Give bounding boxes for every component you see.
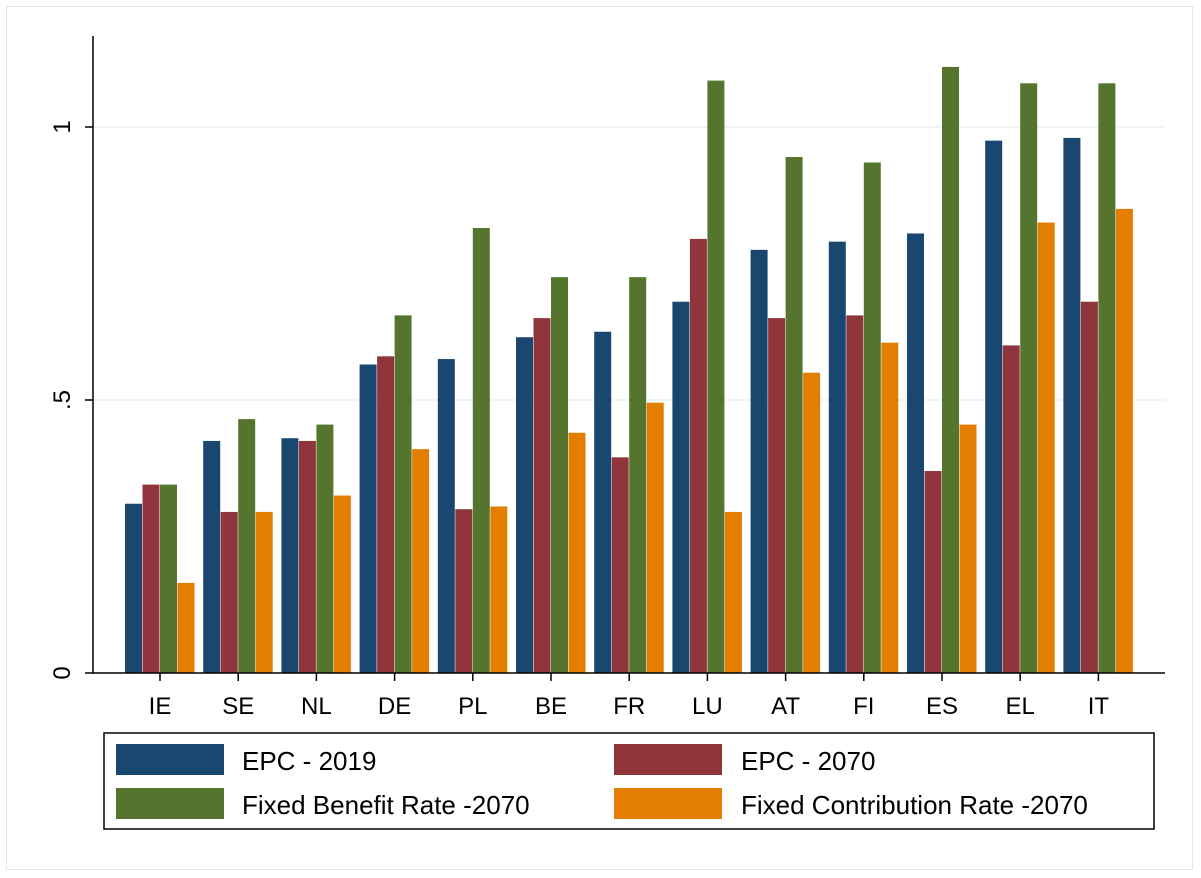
bar-SE-3 xyxy=(255,511,273,673)
bar-IT-1 xyxy=(1080,301,1098,673)
bar-NL-3 xyxy=(333,495,351,673)
bar-FI-0 xyxy=(828,241,846,673)
legend-swatch-2 xyxy=(116,788,224,819)
x-tick-label-ES: ES xyxy=(926,693,958,720)
bar-NL-1 xyxy=(298,440,316,673)
x-tick-label-EL: EL xyxy=(1006,693,1035,720)
bar-ES-3 xyxy=(959,424,977,673)
bar-AT-3 xyxy=(803,372,821,673)
bar-LU-3 xyxy=(724,511,742,673)
bar-AT-1 xyxy=(768,318,786,673)
x-tick-label-PL: PL xyxy=(458,693,487,720)
legend-label-2: Fixed Benefit Rate -2070 xyxy=(242,790,530,820)
bar-NL-2 xyxy=(316,424,334,673)
x-tick-label-BE: BE xyxy=(535,693,567,720)
bar-PL-3 xyxy=(490,506,508,673)
bar-PL-2 xyxy=(472,228,490,673)
bar-ES-1 xyxy=(924,470,942,673)
bar-FR-1 xyxy=(611,457,629,673)
x-tick-label-IE: IE xyxy=(149,693,172,720)
bar-FI-1 xyxy=(846,315,864,673)
y-tick-label: 1 xyxy=(49,120,76,133)
bar-EL-2 xyxy=(1020,83,1038,673)
bar-FR-3 xyxy=(646,402,664,673)
legend-label-3: Fixed Contribution Rate -2070 xyxy=(741,790,1088,820)
bar-EL-3 xyxy=(1037,222,1055,674)
x-tick-label-NL: NL xyxy=(301,693,332,720)
legend-swatch-3 xyxy=(614,788,722,819)
bar-EL-1 xyxy=(1002,345,1020,673)
y-ticks: 0.51 xyxy=(49,120,93,680)
bar-AT-0 xyxy=(750,249,768,673)
bar-ES-0 xyxy=(907,233,924,673)
x-tick-label-IT: IT xyxy=(1088,693,1110,720)
bar-BE-0 xyxy=(516,337,533,673)
bar-EL-0 xyxy=(985,140,1003,673)
bar-FI-2 xyxy=(863,162,881,674)
bar-NL-0 xyxy=(281,438,299,673)
bar-ES-2 xyxy=(942,66,959,673)
bar-FR-0 xyxy=(594,331,612,673)
x-tick-label-AT: AT xyxy=(771,693,800,720)
legend-label-0: EPC - 2019 xyxy=(242,746,376,776)
bar-IE-1 xyxy=(142,484,160,673)
bar-IT-0 xyxy=(1063,137,1081,674)
bar-IE-0 xyxy=(125,503,142,673)
bar-IT-3 xyxy=(1115,208,1133,673)
bar-DE-2 xyxy=(394,315,412,673)
bar-BE-2 xyxy=(551,277,568,673)
legend: EPC - 2019 EPC - 2070 Fixed Benefit Rate -… xyxy=(103,732,1155,830)
legend-swatch-1 xyxy=(614,744,722,775)
x-tick-label-FR: FR xyxy=(613,693,645,720)
bar-SE-2 xyxy=(238,419,256,673)
bar-PL-1 xyxy=(455,509,473,673)
bar-IE-3 xyxy=(177,582,195,673)
x-tick-label-DE: DE xyxy=(378,693,411,720)
bar-LU-2 xyxy=(707,80,725,674)
bar-BE-1 xyxy=(533,318,551,673)
legend-label-1: EPC - 2070 xyxy=(741,746,875,776)
y-tick-label: .5 xyxy=(49,390,76,410)
bar-IE-2 xyxy=(160,484,177,673)
bar-SE-1 xyxy=(220,511,238,673)
bar-FI-3 xyxy=(881,342,899,673)
bar-DE-0 xyxy=(359,364,377,673)
bar-LU-0 xyxy=(672,301,690,673)
bar-DE-1 xyxy=(377,356,395,673)
bar-FR-2 xyxy=(629,277,647,673)
bar-DE-3 xyxy=(412,449,430,673)
y-tick-label: 0 xyxy=(49,666,76,679)
x-tick-label-SE: SE xyxy=(222,693,254,720)
x-ticks: IE SE NL DE PL BE FR LU AT FI ES EL IT xyxy=(149,673,1110,720)
x-tick-label-LU: LU xyxy=(692,693,723,720)
bar-IT-2 xyxy=(1098,83,1116,673)
bar-LU-1 xyxy=(689,238,707,673)
chart-frame xyxy=(6,6,1193,870)
bar-PL-0 xyxy=(437,359,455,673)
legend-swatch-0 xyxy=(116,744,224,775)
x-tick-label-FI: FI xyxy=(853,693,874,720)
bar-AT-2 xyxy=(785,157,803,673)
bar-SE-0 xyxy=(203,440,221,673)
bars-group xyxy=(125,66,1133,674)
bar-BE-3 xyxy=(568,432,586,673)
